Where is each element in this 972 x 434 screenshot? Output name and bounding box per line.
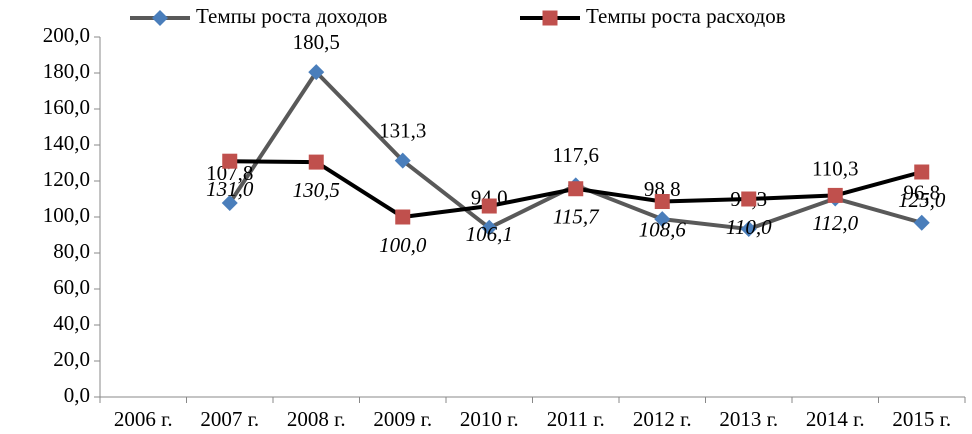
x-tick-label: 2012 г.	[633, 407, 692, 431]
value-label: 131,3	[379, 118, 426, 142]
value-label: 110,0	[726, 215, 772, 239]
point	[394, 152, 411, 169]
point	[308, 154, 324, 170]
value-label: 130,5	[293, 178, 340, 202]
x-tick-label: 2011 г.	[547, 407, 605, 431]
y-tick-label: 100,0	[43, 203, 90, 227]
y-tick-label: 0,0	[64, 383, 90, 407]
value-label: 112,0	[812, 211, 858, 235]
value-label: 131,0	[206, 177, 254, 201]
x-tick-label: 2007 г.	[200, 407, 259, 431]
value-label: 110,3	[812, 156, 858, 180]
point	[654, 211, 671, 228]
y-tick-label: 160,0	[43, 95, 90, 119]
x-tick-label: 2009 г.	[373, 407, 432, 431]
y-tick-label: 60,0	[53, 275, 90, 299]
x-tick-label: 2006 г.	[114, 407, 173, 431]
point	[914, 164, 930, 180]
x-tick-label: 2008 г.	[287, 407, 346, 431]
point	[740, 221, 757, 238]
value-label: 180,5	[293, 30, 340, 54]
legend-label: Темпы роста расходов	[586, 4, 786, 28]
x-tick-label: 2014 г.	[806, 407, 865, 431]
point	[741, 191, 757, 207]
x-tick-label: 2013 г.	[719, 407, 778, 431]
y-tick-label: 20,0	[53, 347, 90, 371]
point	[222, 153, 238, 169]
legend-label: Темпы роста доходов	[196, 4, 388, 28]
y-tick-label: 80,0	[53, 239, 90, 263]
point	[481, 219, 498, 236]
point	[395, 209, 411, 225]
point	[568, 181, 584, 197]
legend-marker	[152, 10, 168, 26]
y-tick-label: 200,0	[43, 23, 90, 47]
y-tick-label: 180,0	[43, 59, 90, 83]
point	[654, 194, 670, 210]
point	[481, 198, 497, 214]
value-label: 106,1	[466, 222, 513, 246]
value-label: 96,8	[903, 181, 940, 205]
point	[221, 194, 238, 211]
legend-marker	[542, 10, 558, 26]
y-tick-label: 120,0	[43, 167, 90, 191]
value-label: 117,6	[553, 143, 599, 167]
point	[913, 214, 930, 231]
value-label: 108,6	[639, 217, 687, 241]
point	[827, 187, 843, 203]
value-label: 115,7	[553, 205, 600, 229]
x-tick-label: 2015 г.	[892, 407, 951, 431]
x-tick-label: 2010 г.	[460, 407, 519, 431]
y-tick-label: 140,0	[43, 131, 90, 155]
value-label: 125,0	[898, 188, 946, 212]
y-tick-label: 40,0	[53, 311, 90, 335]
value-label: 100,0	[379, 233, 427, 257]
point	[308, 64, 325, 81]
